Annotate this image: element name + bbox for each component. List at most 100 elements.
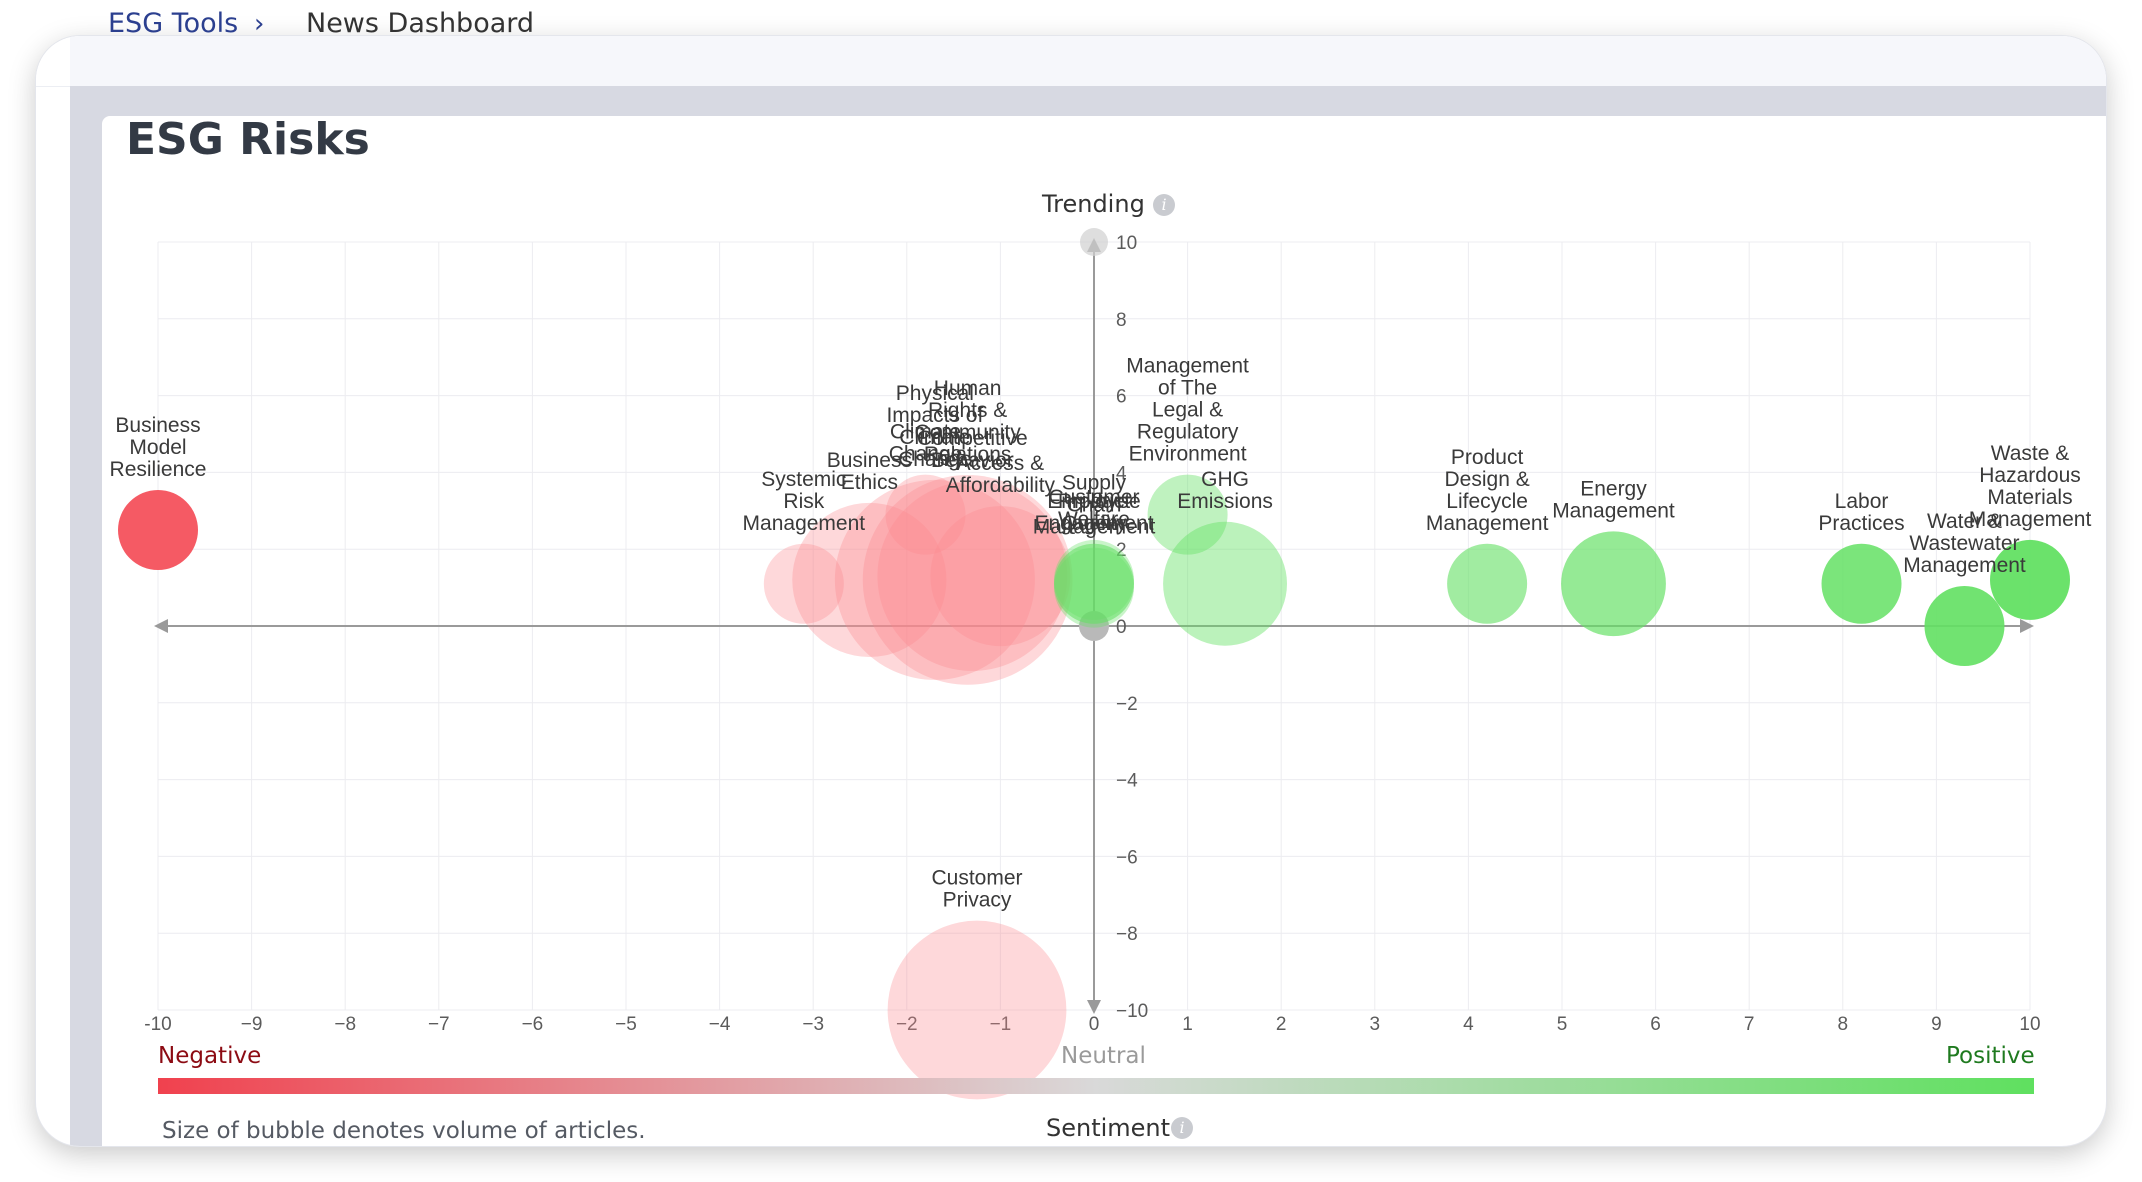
sentiment-info-icon[interactable]: i xyxy=(1171,1117,1193,1139)
bubble-label: Climate xyxy=(899,426,970,449)
bubble-label: Management xyxy=(1426,512,1549,535)
bubble-label: Regulatory xyxy=(1137,421,1239,444)
bubble xyxy=(887,920,1067,1100)
bubble xyxy=(862,475,1073,685)
bubble xyxy=(118,490,198,570)
bubble-label: Product xyxy=(1451,446,1524,469)
bubble-label: Quality xyxy=(1061,512,1127,535)
bubble-label: Model xyxy=(129,436,186,459)
bubble xyxy=(1990,539,2070,620)
x-tick-label: −4 xyxy=(709,1014,731,1035)
bubble-label: Environment xyxy=(1129,443,1247,466)
axes xyxy=(154,228,2034,1014)
bubble xyxy=(930,506,1071,647)
bubble-label: Access & xyxy=(957,452,1045,475)
bubble-label: Legal & xyxy=(1152,399,1223,422)
bubble-label: Management xyxy=(1033,516,1156,539)
bubble-label: Relations xyxy=(924,443,1012,466)
bubble-label: Customer xyxy=(1048,486,1139,509)
bubble xyxy=(1821,543,1902,624)
x-tick-label: −1 xyxy=(990,1014,1012,1035)
bubble-label: Wastewater xyxy=(1909,532,2019,555)
bubble-label: Product xyxy=(1058,490,1131,513)
y-axis-arrow-down xyxy=(1087,1000,1101,1014)
x-tick-label: −2 xyxy=(896,1014,918,1035)
bubble-label: Emissions xyxy=(1177,490,1273,513)
y-tick-label: −2 xyxy=(1116,694,1138,715)
bubble-label: Impacts of xyxy=(886,404,983,427)
x-tick-label: 3 xyxy=(1370,1014,1381,1035)
bubble-label: Water & xyxy=(1927,510,2002,533)
bubble-label: Human xyxy=(934,377,1002,400)
bubble-label: Management xyxy=(1552,499,1675,522)
x-tick-label: −5 xyxy=(615,1014,637,1035)
bubble-label: of The xyxy=(1158,377,1217,400)
legend-negative-label: Negative xyxy=(158,1043,262,1069)
sentiment-gradient-bar xyxy=(158,1078,2034,1094)
x-tick-label: 5 xyxy=(1557,1014,1568,1035)
bubble xyxy=(834,479,1035,680)
bubble-label: Supply xyxy=(1062,472,1127,495)
y-tick-label: −8 xyxy=(1116,924,1138,945)
y-tick-label: 4 xyxy=(1116,463,1127,484)
y-tick-label: −4 xyxy=(1116,771,1138,792)
origin-marker xyxy=(1079,611,1109,641)
bubble-label: Management xyxy=(1969,508,2092,531)
x-tick-label: 6 xyxy=(1650,1014,1661,1035)
breadcrumb-bar xyxy=(36,36,2106,87)
y-tick-label: 10 xyxy=(1116,233,1137,254)
x-axis-arrow-left xyxy=(154,619,168,633)
bubble-label: Labor xyxy=(1835,490,1889,513)
bubble-label: Ethics xyxy=(841,471,898,494)
tick-labels: -10 −9 −8 −7 −6 −5 −4 −3 −2 −1 0 1 2 3 4 5 6 7 8 9 10−10−8−6… xyxy=(144,233,2040,1035)
x-tick-label: -10 xyxy=(144,1014,171,1035)
x-axis-title: Sentiment xyxy=(1046,1114,1171,1142)
bubble-label: Management xyxy=(743,512,866,535)
bubble-label: Change xyxy=(898,448,972,471)
bubble-size-note: Size of bubble denotes volume of article… xyxy=(162,1118,646,1144)
y-axis-top-handle xyxy=(1080,228,1108,256)
bubble-label: Risk xyxy=(783,490,824,513)
bubble xyxy=(1054,539,1134,620)
x-tick-label: 7 xyxy=(1744,1014,1755,1035)
legend-positive-label: Positive xyxy=(1946,1043,2035,1069)
breadcrumb-strip xyxy=(70,36,2106,86)
bubble-label: Practices xyxy=(1818,512,1904,535)
bubble-label: Change xyxy=(889,443,963,466)
bubble-label: Welfare xyxy=(1058,508,1130,531)
bubble-label: Physical xyxy=(896,382,974,405)
bubble-label: Community xyxy=(915,421,1022,444)
bubble-label: Privacy xyxy=(943,889,1012,912)
x-tick-label: 9 xyxy=(1931,1014,1942,1035)
breadcrumb-current-page: News Dashboard xyxy=(306,8,535,39)
bubble-label: Design & xyxy=(1445,468,1530,491)
trending-info-icon[interactable]: i xyxy=(1153,194,1175,216)
bubble xyxy=(877,481,1068,671)
x-tick-label: 0 xyxy=(1089,1014,1100,1035)
bubble-label: Resilience xyxy=(110,458,207,481)
y-tick-label: −6 xyxy=(1116,847,1138,868)
x-axis-arrow-right xyxy=(2020,619,2034,633)
bubble xyxy=(1054,543,1134,624)
x-tick-label: 8 xyxy=(1838,1014,1849,1035)
bubbles xyxy=(118,474,2070,1100)
bubble-label: Materials xyxy=(1987,486,2072,509)
legend-neutral-label: Neutral xyxy=(1061,1043,1146,1069)
bubble-label: Climate xyxy=(890,421,961,444)
bubble xyxy=(1447,543,1528,624)
y-axis-title: Trending xyxy=(1042,190,1145,218)
bubble-label: Hazardous xyxy=(1979,464,2081,487)
x-tick-label: −3 xyxy=(802,1014,824,1035)
x-tick-label: −7 xyxy=(428,1014,450,1035)
bubble-label: Lifecycle xyxy=(1446,490,1528,513)
bubble-label: Rights & xyxy=(928,399,1007,422)
bubble xyxy=(792,502,947,658)
bubble-label: Affordability xyxy=(946,474,1056,497)
y-tick-label: 8 xyxy=(1116,310,1127,331)
breadcrumb-link-esg-tools[interactable]: ESG Tools xyxy=(108,8,239,39)
x-tick-label: 10 xyxy=(2019,1014,2040,1035)
bubble xyxy=(1561,531,1666,637)
bubble-label: Chain xyxy=(1067,494,1122,517)
